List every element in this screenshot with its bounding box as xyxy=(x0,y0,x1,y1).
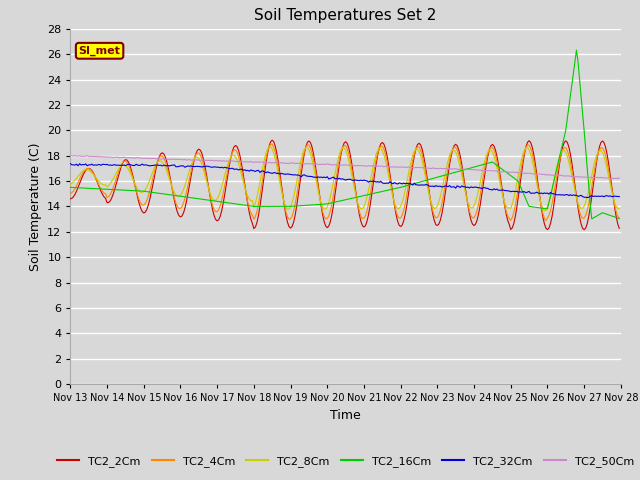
TC2_8Cm xyxy=(67,181,74,187)
TC2_50Cm xyxy=(586,175,594,180)
Line: TC2_50Cm: TC2_50Cm xyxy=(70,156,620,179)
TC2_4Cm xyxy=(616,216,623,221)
TC2_8Cm xyxy=(248,198,256,204)
Line: TC2_8Cm: TC2_8Cm xyxy=(70,147,620,211)
TC2_2Cm xyxy=(588,194,596,200)
TC2_50Cm xyxy=(259,159,267,165)
TC2_32Cm xyxy=(230,167,238,172)
TC2_16Cm xyxy=(616,216,623,221)
TC2_2Cm xyxy=(248,220,256,226)
TC2_50Cm xyxy=(250,159,258,165)
TC2_16Cm xyxy=(573,47,580,53)
Title: Soil Temperatures Set 2: Soil Temperatures Set 2 xyxy=(255,9,436,24)
Text: SI_met: SI_met xyxy=(79,46,120,56)
TC2_32Cm xyxy=(248,168,256,173)
TC2_32Cm xyxy=(307,174,314,180)
TC2_32Cm xyxy=(258,168,266,174)
TC2_8Cm xyxy=(134,186,141,192)
TC2_50Cm xyxy=(616,175,623,181)
TC2_16Cm xyxy=(258,204,266,209)
TC2_2Cm xyxy=(308,144,316,150)
X-axis label: Time: Time xyxy=(330,408,361,421)
TC2_2Cm xyxy=(616,226,623,231)
TC2_50Cm xyxy=(67,153,74,158)
TC2_8Cm xyxy=(308,156,316,162)
TC2_4Cm xyxy=(134,192,141,198)
TC2_2Cm xyxy=(580,227,588,233)
TC2_16Cm xyxy=(230,201,238,206)
TC2_4Cm xyxy=(542,218,550,224)
TC2_8Cm xyxy=(541,208,548,214)
TC2_32Cm xyxy=(67,161,74,167)
Line: TC2_4Cm: TC2_4Cm xyxy=(70,144,620,221)
TC2_2Cm xyxy=(258,193,266,199)
TC2_8Cm xyxy=(266,144,273,150)
TC2_16Cm xyxy=(586,202,594,207)
Line: TC2_16Cm: TC2_16Cm xyxy=(70,50,620,219)
TC2_4Cm xyxy=(267,141,275,147)
Line: TC2_32Cm: TC2_32Cm xyxy=(70,164,620,198)
Line: TC2_2Cm: TC2_2Cm xyxy=(70,140,620,230)
TC2_4Cm xyxy=(588,184,596,190)
TC2_4Cm xyxy=(248,212,256,218)
TC2_8Cm xyxy=(258,171,266,177)
TC2_50Cm xyxy=(308,161,316,167)
TC2_50Cm xyxy=(232,158,239,164)
TC2_32Cm xyxy=(583,195,591,201)
TC2_50Cm xyxy=(614,176,621,181)
TC2_2Cm xyxy=(67,196,74,202)
TC2_16Cm xyxy=(67,184,74,190)
TC2_16Cm xyxy=(134,188,141,194)
TC2_16Cm xyxy=(588,216,596,222)
TC2_32Cm xyxy=(616,194,623,200)
TC2_8Cm xyxy=(616,205,623,211)
TC2_16Cm xyxy=(307,202,314,208)
Y-axis label: Soil Temperature (C): Soil Temperature (C) xyxy=(29,142,42,271)
Legend: TC2_2Cm, TC2_4Cm, TC2_8Cm, TC2_16Cm, TC2_32Cm, TC2_50Cm: TC2_2Cm, TC2_4Cm, TC2_8Cm, TC2_16Cm, TC2… xyxy=(52,452,639,471)
TC2_4Cm xyxy=(258,183,266,189)
TC2_4Cm xyxy=(308,150,316,156)
TC2_50Cm xyxy=(71,153,79,158)
TC2_8Cm xyxy=(230,153,238,158)
TC2_16Cm xyxy=(248,204,256,209)
TC2_2Cm xyxy=(230,144,238,150)
TC2_32Cm xyxy=(134,162,141,168)
TC2_8Cm xyxy=(588,172,596,178)
TC2_50Cm xyxy=(136,155,143,161)
TC2_2Cm xyxy=(268,137,276,143)
TC2_4Cm xyxy=(67,191,74,196)
TC2_32Cm xyxy=(586,193,594,199)
TC2_4Cm xyxy=(230,147,238,153)
TC2_2Cm xyxy=(134,195,141,201)
